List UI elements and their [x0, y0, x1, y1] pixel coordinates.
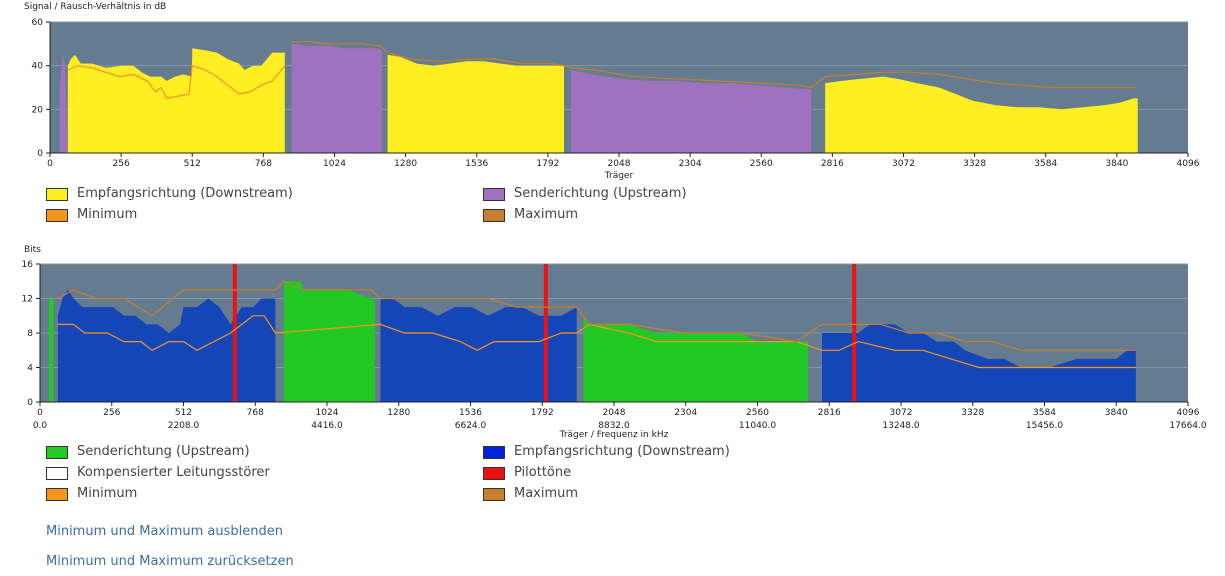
y-tick-label: 20: [32, 105, 44, 115]
legend-label: Kompensierter Leitungsstörer: [77, 465, 270, 480]
x-tick-label: 768: [247, 408, 264, 418]
x-tick-khz-label: 15456.0: [1026, 421, 1063, 431]
x-tick-khz-label: 11040.0: [739, 421, 776, 431]
x-tick-khz-label: 0.0: [33, 421, 48, 431]
x-tick-label: 0: [37, 408, 43, 418]
x-tick-khz-label: 8832.0: [598, 421, 630, 431]
legend-swatch-minimum: [46, 209, 68, 222]
legend-label: Senderichtung (Upstream): [514, 186, 687, 201]
y-tick-label: 4: [27, 364, 33, 374]
legend-label: Pilottöne: [514, 465, 572, 480]
legend-label: Maximum: [514, 207, 579, 222]
series-line-maximum: [57, 280, 1136, 351]
series-area-empfangsrichtung: [67, 48, 285, 154]
y-tick-label: 8: [27, 329, 33, 339]
y-tick-label: 16: [22, 260, 34, 270]
x-tick-label: 2816: [821, 159, 844, 169]
x-tick-khz-label: 2208.0: [168, 421, 200, 431]
legend-swatch-downstream: [483, 446, 505, 459]
x-tick-label: 4096: [1177, 408, 1200, 418]
series-area-empfangsrichtung: [822, 324, 1136, 402]
x-tick-label: 2048: [608, 159, 631, 169]
x-tick-label: 2048: [603, 408, 626, 418]
legend-swatch-pilot-tones: [483, 467, 505, 480]
legend-swatch-downstream: [46, 188, 68, 201]
series-area-empfangsrichtung: [387, 54, 564, 153]
x-tick-khz-label: 4416.0: [311, 421, 343, 431]
series-area-senderichtung: [59, 54, 68, 153]
x-tick-label: 768: [255, 159, 272, 169]
bits-y-axis-title: Bits: [24, 245, 41, 255]
x-tick-khz-label: 13248.0: [882, 421, 919, 431]
x-tick-label: 3584: [1033, 408, 1056, 418]
x-tick-label: 3072: [892, 159, 915, 169]
x-tick-label: 2304: [679, 159, 702, 169]
x-tick-label: 2816: [818, 408, 841, 418]
bits-chart: 0 4 8 12 16 0 256 512 768 1024 1280 1536 1792 2048 230…: [22, 260, 1207, 440]
y-tick-label: 60: [32, 18, 44, 28]
legend-label: Empfangsrichtung (Downstream): [77, 186, 293, 201]
hide-minmax-link[interactable]: Minimum und Maximum ausblenden: [46, 524, 283, 539]
x-tick-label: 3072: [890, 408, 913, 418]
legend-swatch-upstream: [46, 446, 68, 459]
y-tick-label: 12: [22, 295, 33, 305]
series-line-maximum: [291, 41, 1137, 89]
x-tick-label: 512: [184, 159, 201, 169]
x-tick-label: 3584: [1034, 159, 1057, 169]
reset-minmax-link[interactable]: Minimum und Maximum zurücksetzen: [46, 554, 294, 569]
x-tick-label: 4096: [1177, 159, 1200, 169]
x-tick-label: 1792: [531, 408, 554, 418]
series-area-senderichtung: [570, 70, 812, 153]
snr-chart: 0 20 40 60 0 256 512 768 1024 1280 1536 1792 2048 230…: [32, 18, 1200, 181]
x-tick-label: 256: [113, 159, 130, 169]
x-tick-label: 2560: [746, 408, 769, 418]
series-area-empfangsrichtung: [825, 76, 1138, 153]
series-line-minimum: [67, 64, 286, 100]
x-tick-label: 3328: [961, 408, 984, 418]
y-tick-label: 0: [37, 149, 43, 159]
x-tick-label: 256: [103, 408, 120, 418]
x-tick-label: 2560: [750, 159, 773, 169]
legend-label: Empfangsrichtung (Downstream): [514, 444, 730, 459]
legend-swatch-maximum: [483, 209, 505, 222]
legend-label: Maximum: [514, 486, 579, 501]
series-area-senderichtung: [49, 298, 54, 402]
x-tick-label: 1024: [316, 408, 339, 418]
series-line-minimum: [57, 315, 1136, 369]
x-tick-label: 3840: [1105, 408, 1128, 418]
x-tick-label: 1536: [465, 159, 488, 169]
y-tick-label: 40: [32, 62, 44, 72]
series-area-senderichtung: [283, 281, 375, 402]
legend-label: Minimum: [77, 486, 138, 501]
legend-label: Senderichtung (Upstream): [77, 444, 250, 459]
x-tick-label: 512: [175, 408, 192, 418]
x-tick-label: 1280: [387, 408, 410, 418]
pilot-tone-marker: [852, 264, 857, 402]
legend-swatch-maximum: [483, 488, 505, 501]
legend-swatch-compensated: [46, 467, 68, 480]
x-tick-label: 1536: [459, 408, 482, 418]
x-tick-label: 1280: [394, 159, 417, 169]
legend-label: Minimum: [77, 207, 138, 222]
pilot-tone-marker: [543, 264, 548, 402]
x-tick-label: 3840: [1105, 159, 1128, 169]
series-area-empfangsrichtung: [57, 289, 276, 402]
x-tick-label: 3328: [963, 159, 986, 169]
x-tick-label: 1792: [536, 159, 559, 169]
x-tick-label: 2304: [674, 408, 697, 418]
x-axis-title: Träger: [604, 171, 634, 181]
legend-swatch-minimum: [46, 488, 68, 501]
legend-swatch-upstream: [483, 188, 505, 201]
series-area-senderichtung: [291, 43, 382, 153]
x-axis-title: Träger / Frequenz in kHz: [559, 430, 669, 440]
y-tick-label: 0: [27, 398, 33, 408]
snr-y-axis-title: Signal / Rausch-Verhältnis in dB: [24, 2, 167, 12]
x-tick-label: 0: [47, 159, 53, 169]
pilot-tone-marker: [232, 264, 237, 402]
series-area-senderichtung: [583, 315, 808, 402]
x-tick-khz-label: 17664.0: [1169, 421, 1206, 431]
x-tick-label: 1024: [323, 159, 346, 169]
x-tick-khz-label: 6624.0: [455, 421, 487, 431]
